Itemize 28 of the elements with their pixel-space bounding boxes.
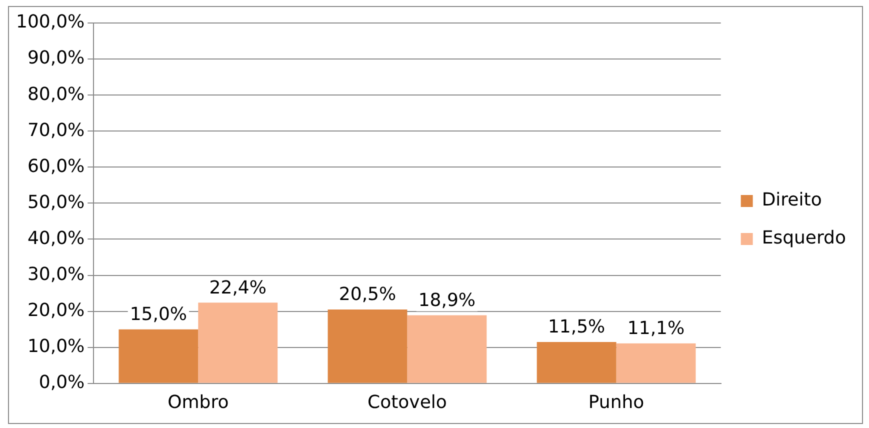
bar: [328, 310, 408, 383]
bar: [118, 329, 198, 383]
y-tick-label: 60,0%: [27, 156, 85, 177]
bar: [536, 342, 616, 383]
y-tick-label: 0,0%: [38, 372, 85, 394]
legend-label: Esquerdo: [762, 228, 846, 249]
y-tick-label: 50,0%: [27, 192, 85, 213]
x-tick-label: Punho: [588, 392, 644, 413]
data-label: 22,4%: [209, 277, 266, 298]
data-label: 11,5%: [548, 316, 606, 338]
y-tick-label: 40,0%: [27, 228, 85, 249]
x-tick-label: Ombro: [168, 392, 229, 413]
y-tick-label: 20,0%: [27, 300, 85, 321]
bar: [407, 315, 487, 383]
y-tick-label: 80,0%: [27, 84, 85, 105]
y-tick-label: 100,0%: [16, 12, 85, 33]
bar: [198, 302, 278, 383]
y-tick-label: 30,0%: [27, 264, 85, 285]
y-tick-label: 70,0%: [27, 120, 85, 141]
y-tick-label: 90,0%: [27, 48, 85, 69]
data-label: 15,0%: [130, 304, 188, 326]
data-label: 18,9%: [418, 290, 476, 311]
data-label: 11,1%: [627, 318, 685, 340]
legend-label: Direito: [762, 190, 822, 211]
y-tick-label: 10,0%: [27, 336, 85, 358]
bar: [616, 343, 696, 383]
data-label: 20,5%: [338, 284, 396, 306]
x-tick-label: Cotovelo: [368, 392, 447, 413]
